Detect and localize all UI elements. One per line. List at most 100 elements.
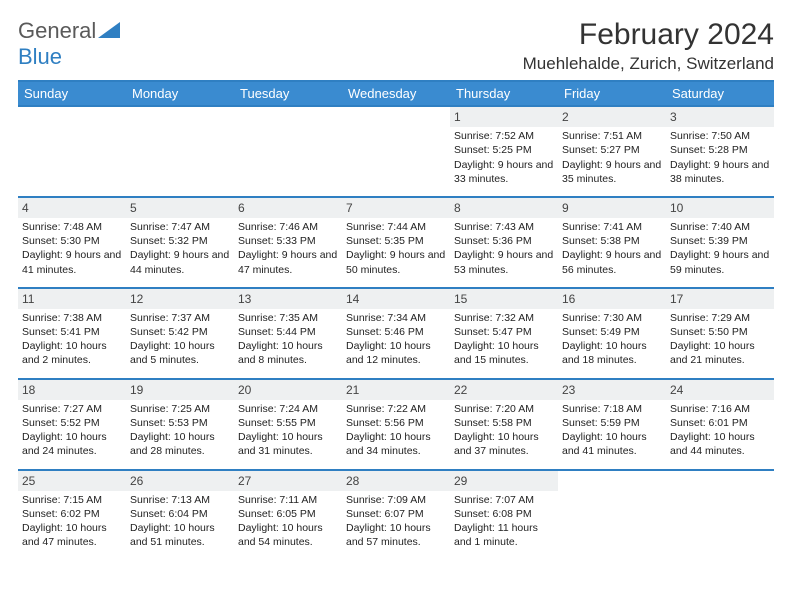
sunset-line: Sunset: 5:39 PM: [670, 234, 770, 248]
day-number: 4: [18, 198, 126, 218]
sunrise-line: Sunrise: 7:25 AM: [130, 402, 230, 416]
sunrise-line: Sunrise: 7:16 AM: [670, 402, 770, 416]
sunrise-line: Sunrise: 7:38 AM: [22, 311, 122, 325]
sunset-line: Sunset: 5:47 PM: [454, 325, 554, 339]
daylight-line: Daylight: 10 hours and 41 minutes.: [562, 430, 662, 458]
calendar-row: 1Sunrise: 7:52 AMSunset: 5:25 PMDaylight…: [18, 106, 774, 197]
sunrise-line: Sunrise: 7:27 AM: [22, 402, 122, 416]
day-cell: 7Sunrise: 7:44 AMSunset: 5:35 PMDaylight…: [342, 197, 450, 288]
sunset-line: Sunset: 6:01 PM: [670, 416, 770, 430]
sunrise-line: Sunrise: 7:51 AM: [562, 129, 662, 143]
logo-text-wrap: General Blue: [18, 18, 120, 70]
daylight-line: Daylight: 10 hours and 44 minutes.: [670, 430, 770, 458]
day-number: 22: [450, 380, 558, 400]
sunrise-line: Sunrise: 7:50 AM: [670, 129, 770, 143]
sunrise-line: Sunrise: 7:24 AM: [238, 402, 338, 416]
day-number: 12: [126, 289, 234, 309]
header: General Blue February 2024 Muehlehalde, …: [18, 18, 774, 74]
daylight-line: Daylight: 9 hours and 56 minutes.: [562, 248, 662, 276]
sunset-line: Sunset: 5:50 PM: [670, 325, 770, 339]
daylight-line: Daylight: 11 hours and 1 minute.: [454, 521, 554, 549]
day-cell: 11Sunrise: 7:38 AMSunset: 5:41 PMDayligh…: [18, 288, 126, 379]
day-header: Wednesday: [342, 81, 450, 106]
day-cell: 28Sunrise: 7:09 AMSunset: 6:07 PMDayligh…: [342, 470, 450, 560]
title-block: February 2024 Muehlehalde, Zurich, Switz…: [523, 18, 774, 74]
day-cell: 5Sunrise: 7:47 AMSunset: 5:32 PMDaylight…: [126, 197, 234, 288]
sunset-line: Sunset: 5:41 PM: [22, 325, 122, 339]
day-cell: 18Sunrise: 7:27 AMSunset: 5:52 PMDayligh…: [18, 379, 126, 470]
daylight-line: Daylight: 9 hours and 53 minutes.: [454, 248, 554, 276]
daylight-line: Daylight: 9 hours and 33 minutes.: [454, 158, 554, 186]
daylight-line: Daylight: 10 hours and 34 minutes.: [346, 430, 446, 458]
sunrise-line: Sunrise: 7:30 AM: [562, 311, 662, 325]
sunset-line: Sunset: 5:36 PM: [454, 234, 554, 248]
empty-cell: [666, 470, 774, 560]
empty-cell: [234, 106, 342, 197]
calendar-table: SundayMondayTuesdayWednesdayThursdayFrid…: [18, 80, 774, 559]
sunset-line: Sunset: 5:52 PM: [22, 416, 122, 430]
sunrise-line: Sunrise: 7:34 AM: [346, 311, 446, 325]
sunrise-line: Sunrise: 7:15 AM: [22, 493, 122, 507]
sunrise-line: Sunrise: 7:32 AM: [454, 311, 554, 325]
day-cell: 8Sunrise: 7:43 AMSunset: 5:36 PMDaylight…: [450, 197, 558, 288]
day-cell: 27Sunrise: 7:11 AMSunset: 6:05 PMDayligh…: [234, 470, 342, 560]
sunset-line: Sunset: 5:46 PM: [346, 325, 446, 339]
sunset-line: Sunset: 5:44 PM: [238, 325, 338, 339]
day-number: 19: [126, 380, 234, 400]
sunset-line: Sunset: 6:04 PM: [130, 507, 230, 521]
day-header: Thursday: [450, 81, 558, 106]
daylight-line: Daylight: 10 hours and 47 minutes.: [22, 521, 122, 549]
day-number: 10: [666, 198, 774, 218]
sunset-line: Sunset: 5:49 PM: [562, 325, 662, 339]
day-cell: 14Sunrise: 7:34 AMSunset: 5:46 PMDayligh…: [342, 288, 450, 379]
daylight-line: Daylight: 10 hours and 24 minutes.: [22, 430, 122, 458]
daylight-line: Daylight: 10 hours and 12 minutes.: [346, 339, 446, 367]
day-cell: 2Sunrise: 7:51 AMSunset: 5:27 PMDaylight…: [558, 106, 666, 197]
daylight-line: Daylight: 9 hours and 47 minutes.: [238, 248, 338, 276]
day-cell: 4Sunrise: 7:48 AMSunset: 5:30 PMDaylight…: [18, 197, 126, 288]
day-cell: 26Sunrise: 7:13 AMSunset: 6:04 PMDayligh…: [126, 470, 234, 560]
sunset-line: Sunset: 5:32 PM: [130, 234, 230, 248]
sunrise-line: Sunrise: 7:22 AM: [346, 402, 446, 416]
daylight-line: Daylight: 10 hours and 21 minutes.: [670, 339, 770, 367]
day-cell: 25Sunrise: 7:15 AMSunset: 6:02 PMDayligh…: [18, 470, 126, 560]
sunrise-line: Sunrise: 7:46 AM: [238, 220, 338, 234]
day-header: Friday: [558, 81, 666, 106]
day-number: 1: [450, 107, 558, 127]
day-cell: 23Sunrise: 7:18 AMSunset: 5:59 PMDayligh…: [558, 379, 666, 470]
sunset-line: Sunset: 5:27 PM: [562, 143, 662, 157]
page-title: February 2024: [523, 18, 774, 52]
calendar-row: 25Sunrise: 7:15 AMSunset: 6:02 PMDayligh…: [18, 470, 774, 560]
day-cell: 21Sunrise: 7:22 AMSunset: 5:56 PMDayligh…: [342, 379, 450, 470]
sunset-line: Sunset: 5:58 PM: [454, 416, 554, 430]
sunset-line: Sunset: 6:07 PM: [346, 507, 446, 521]
sunrise-line: Sunrise: 7:35 AM: [238, 311, 338, 325]
calendar-row: 4Sunrise: 7:48 AMSunset: 5:30 PMDaylight…: [18, 197, 774, 288]
day-cell: 24Sunrise: 7:16 AMSunset: 6:01 PMDayligh…: [666, 379, 774, 470]
day-number: 28: [342, 471, 450, 491]
day-number: 29: [450, 471, 558, 491]
sunrise-line: Sunrise: 7:52 AM: [454, 129, 554, 143]
sunset-line: Sunset: 5:30 PM: [22, 234, 122, 248]
empty-cell: [18, 106, 126, 197]
day-number: 16: [558, 289, 666, 309]
day-number: 20: [234, 380, 342, 400]
sunset-line: Sunset: 5:53 PM: [130, 416, 230, 430]
daylight-line: Daylight: 9 hours and 50 minutes.: [346, 248, 446, 276]
day-number: 13: [234, 289, 342, 309]
sunset-line: Sunset: 5:56 PM: [346, 416, 446, 430]
sunset-line: Sunset: 5:35 PM: [346, 234, 446, 248]
day-header-row: SundayMondayTuesdayWednesdayThursdayFrid…: [18, 81, 774, 106]
daylight-line: Daylight: 10 hours and 28 minutes.: [130, 430, 230, 458]
day-number: 2: [558, 107, 666, 127]
day-header: Saturday: [666, 81, 774, 106]
empty-cell: [126, 106, 234, 197]
sunrise-line: Sunrise: 7:11 AM: [238, 493, 338, 507]
sunset-line: Sunset: 5:59 PM: [562, 416, 662, 430]
sunrise-line: Sunrise: 7:43 AM: [454, 220, 554, 234]
day-number: 3: [666, 107, 774, 127]
sunset-line: Sunset: 6:02 PM: [22, 507, 122, 521]
sunrise-line: Sunrise: 7:07 AM: [454, 493, 554, 507]
day-number: 17: [666, 289, 774, 309]
day-cell: 20Sunrise: 7:24 AMSunset: 5:55 PMDayligh…: [234, 379, 342, 470]
